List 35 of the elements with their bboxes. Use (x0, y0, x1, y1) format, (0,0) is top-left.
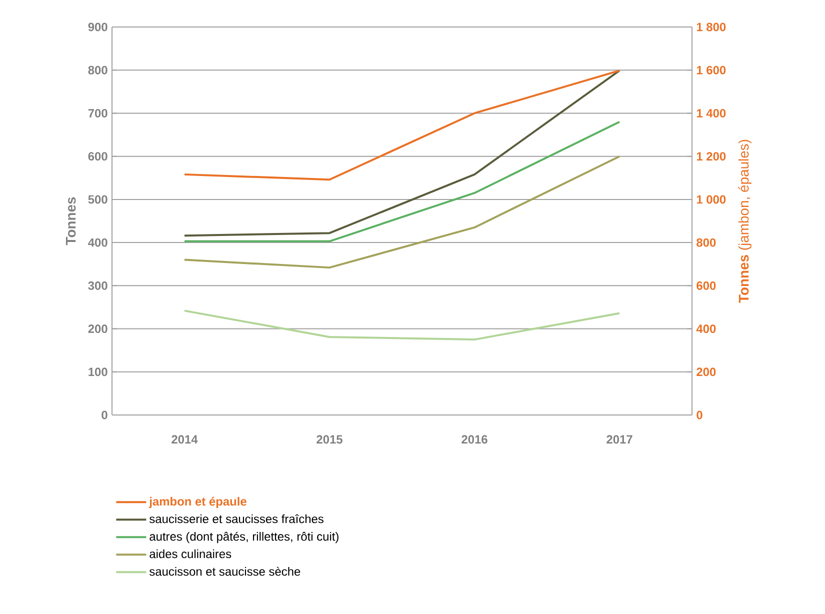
y2-tick-label: 600 (696, 281, 716, 290)
y2-tick-label: 1 000 (696, 195, 726, 204)
x-tick-label: 2016 (462, 435, 488, 444)
y-tick-label: 0 (102, 410, 108, 420)
y-axis-title: Tonnes (66, 197, 76, 246)
y-tick-label: 100 (88, 368, 108, 376)
y-tick-label: 700 (88, 108, 108, 118)
y2-tick-label: 200 (696, 368, 716, 376)
legend-label: saucisserie et saucisses fraîches (150, 514, 324, 524)
y-tick-label: 400 (88, 238, 108, 247)
y2-tick-label: 1 800 (696, 22, 726, 32)
line-series (184, 155, 621, 269)
y-tick-label: 200 (88, 324, 108, 333)
y-tick-label: 300 (88, 281, 108, 290)
y2-tick-label: 1 200 (696, 152, 726, 161)
legend-label: aides culinaires (150, 549, 232, 558)
y2-tick-label: 1 400 (696, 108, 726, 118)
y2-tick-label: 1 600 (696, 66, 726, 74)
x-tick-label: 2017 (606, 435, 632, 444)
legend-label: jambon et épaule (148, 496, 246, 508)
y2-axis-title: Tonnes (jambon, épaules) (738, 140, 752, 303)
x-tick-label: 2014 (172, 435, 198, 444)
y-tick-label: 600 (88, 152, 108, 161)
line-series (184, 70, 621, 181)
y-tick-label: 900 (88, 22, 108, 32)
line-series (184, 70, 621, 237)
legend-label: saucisson et saucisse sèche (150, 566, 300, 576)
line-series (184, 310, 621, 341)
legend-label: autres (dont pâtés, rillettes, rôti cuit) (150, 532, 338, 544)
y2-tick-label: 0 (696, 410, 702, 420)
y-tick-label: 500 (88, 195, 108, 204)
y-tick-label: 800 (88, 66, 108, 74)
x-tick-label: 2015 (316, 435, 342, 444)
y2-tick-label: 400 (696, 324, 716, 333)
y2-tick-label: 800 (696, 238, 716, 247)
